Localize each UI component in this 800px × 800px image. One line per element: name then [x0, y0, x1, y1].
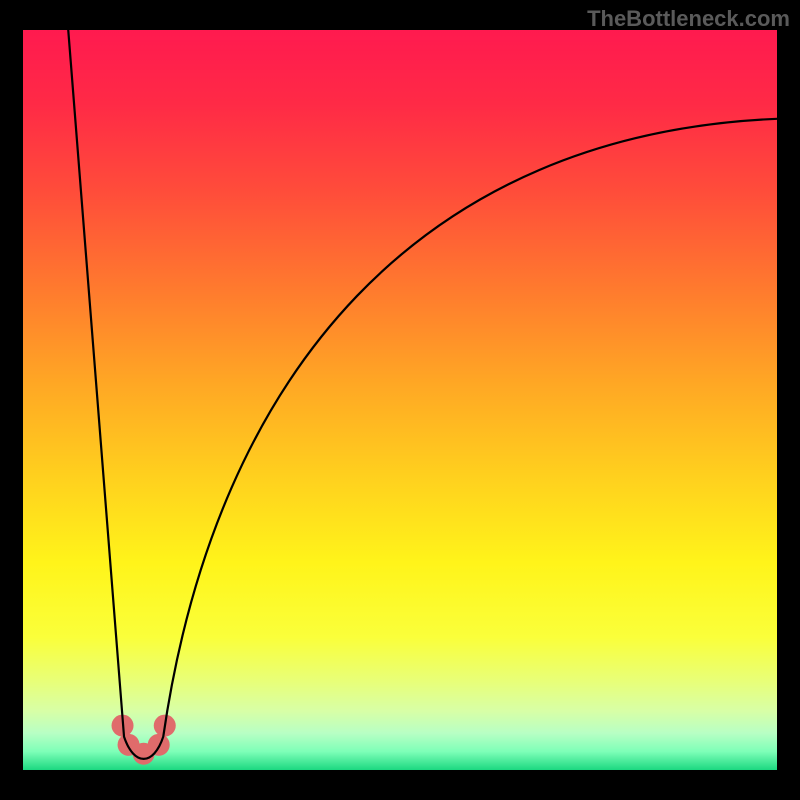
watermark-text: TheBottleneck.com — [587, 6, 790, 32]
trough-dot — [148, 734, 170, 756]
chart-container: TheBottleneck.com — [0, 0, 800, 800]
plot-background — [23, 30, 777, 770]
bottleneck-chart — [0, 0, 800, 800]
